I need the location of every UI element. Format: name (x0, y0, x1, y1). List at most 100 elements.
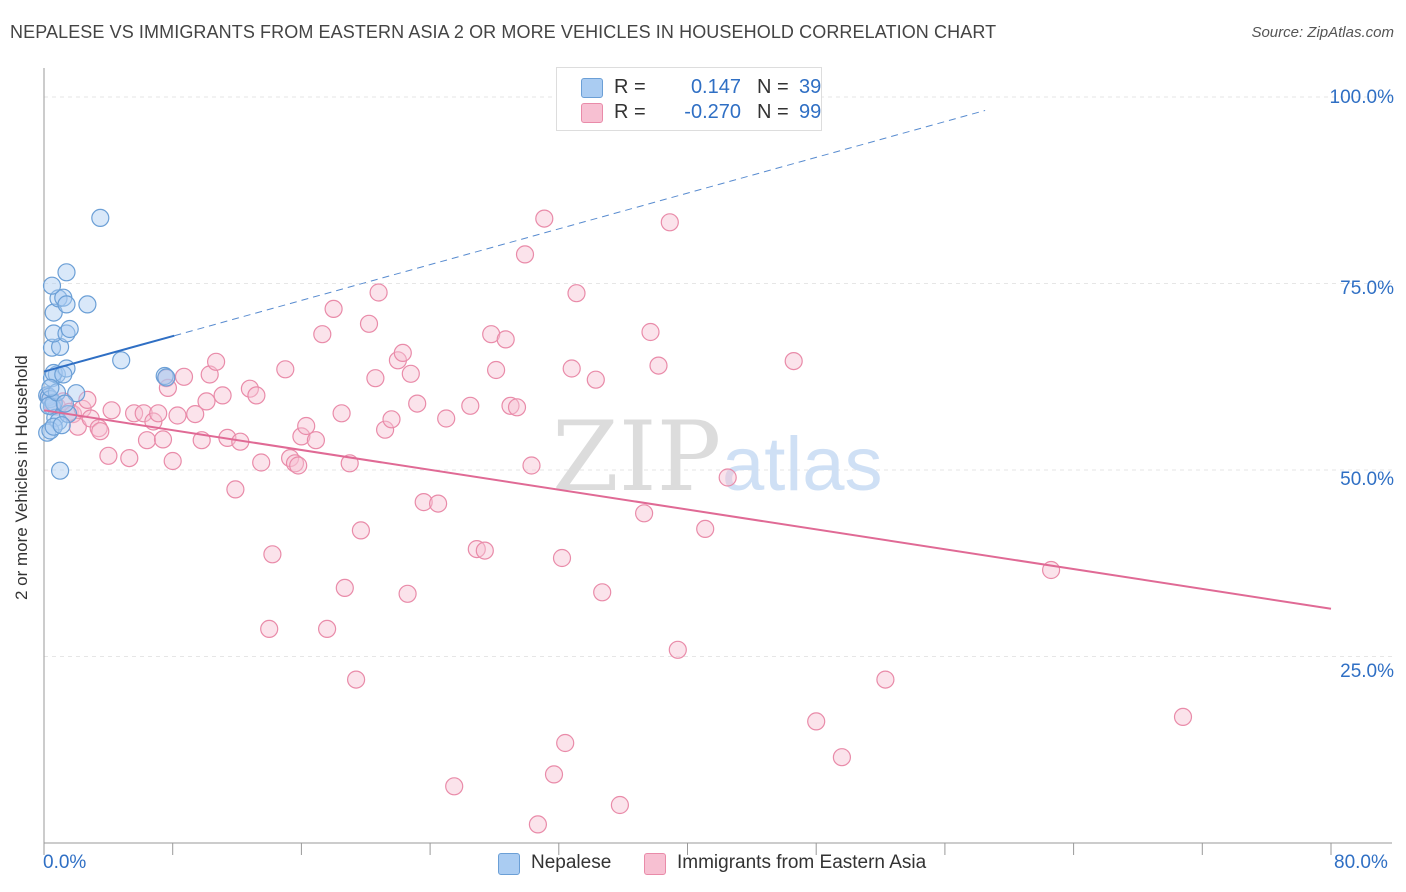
immigrants-point (562, 359, 581, 378)
immigrants-point (832, 748, 852, 767)
immigrants-point (634, 504, 654, 523)
nepalese-point (42, 276, 62, 295)
immigrants-point (461, 396, 480, 415)
immigrants-point (567, 284, 586, 303)
immigrants-point (544, 765, 564, 784)
immigrants-trend-line (43, 409, 1332, 610)
immigrants-point (285, 454, 305, 473)
immigrants-point (507, 398, 527, 417)
immigrants-point (186, 405, 205, 424)
immigrants-point (556, 733, 575, 753)
legend-label-nepalese: Nepalese (531, 852, 612, 873)
immigrants-point (515, 245, 535, 264)
x-tick-label-min: 0.0% (43, 852, 87, 873)
immigrants-point (313, 325, 332, 344)
immigrants-point (163, 451, 182, 471)
immigrants-point (522, 456, 541, 475)
immigrants-point (784, 352, 803, 371)
immigrants-point (1173, 707, 1193, 727)
y-axis-label: 2 or more Vehicles in Household (12, 355, 31, 600)
immigrants-point (487, 360, 506, 380)
immigrants-point (240, 379, 259, 398)
immigrants-point (398, 584, 417, 603)
immigrants-point (641, 322, 660, 342)
immigrants-point (393, 343, 412, 362)
n-label: N = (757, 76, 789, 98)
nepalese-point (41, 378, 60, 397)
r-value: 0.147 (690, 76, 741, 98)
immigrants-point (102, 401, 121, 420)
correlation-legend: R = 0.147 N = 39 R = -0.270 N = 99 (556, 67, 822, 131)
immigrants-point (696, 519, 715, 539)
immigrants-point (649, 356, 668, 375)
chart-source: Source: ZipAtlas.com (1251, 24, 1394, 41)
nepalese-point (57, 263, 76, 282)
immigrants-point (137, 431, 157, 450)
immigrants-point (252, 453, 271, 472)
immigrants-point (289, 456, 308, 475)
immigrants-point (660, 213, 679, 232)
immigrants-point (68, 417, 87, 436)
immigrants-point (586, 370, 605, 389)
immigrants-swatch-icon (581, 103, 603, 123)
immigrants-point (369, 283, 388, 302)
immigrants-point (197, 392, 216, 411)
immigrants-point (668, 640, 687, 659)
n-value: 99 (799, 101, 822, 123)
watermark-atlas: atlas (722, 422, 883, 507)
immigrants-point (226, 480, 245, 499)
immigrants-point (125, 404, 144, 423)
immigrants-point (401, 364, 420, 383)
nepalese-trend-extension (174, 109, 986, 337)
nepalese-point (55, 394, 75, 413)
immigrants-point (213, 386, 232, 405)
nepalese-point (57, 295, 76, 314)
immigrants-point (332, 404, 351, 423)
immigrants-point (382, 410, 401, 429)
immigrants-point (376, 420, 395, 439)
immigrants-point (408, 394, 427, 413)
immigrants-point (414, 493, 433, 512)
immigrants-point (324, 299, 343, 318)
chart-title: NEPALESE VS IMMIGRANTS FROM EASTERN ASIA… (10, 22, 997, 42)
immigrants-legend-icon (644, 853, 666, 875)
immigrants-point (593, 583, 612, 602)
nepalese-point (44, 303, 63, 322)
immigrants-point (552, 548, 572, 568)
immigrants-point (876, 670, 895, 689)
immigrants-point (718, 468, 737, 487)
r-value: -0.270 (684, 101, 741, 123)
legend-label-immigrants-eastern-asia: Immigrants from Eastern Asia (677, 852, 927, 873)
immigrants-point (437, 409, 456, 428)
nepalese-point (60, 319, 79, 339)
nepalese-legend-icon (498, 853, 520, 875)
watermark-zip: ZIP (552, 401, 721, 513)
immigrants-point (260, 619, 279, 639)
x-tick-label-max: 80.0% (1334, 852, 1388, 873)
r-label: R = (614, 101, 646, 123)
nepalese-point (67, 384, 86, 403)
immigrants-point (335, 578, 354, 598)
immigrants-point (168, 406, 187, 425)
immigrants-point (535, 209, 554, 228)
y-tick-label-75: 75.0% (1340, 278, 1394, 299)
nepalese-trend-line (43, 334, 175, 373)
immigrants-point (496, 330, 515, 349)
immigrants-point (475, 541, 494, 560)
immigrants-point (347, 670, 366, 689)
nepalese-point (91, 208, 110, 227)
nepalese-point (78, 295, 97, 314)
y-tick-label-25: 25.0% (1340, 661, 1394, 682)
immigrants-point (445, 777, 464, 796)
nepalese-point (112, 351, 131, 370)
nepalese-point (157, 368, 176, 387)
n-value: 39 (799, 76, 822, 98)
immigrants-point (91, 422, 110, 441)
immigrants-point (99, 446, 118, 465)
immigrants-point (366, 369, 385, 388)
immigrants-point (263, 545, 282, 564)
immigrants-point (247, 386, 266, 405)
immigrants-point (306, 431, 325, 450)
immigrants-point (120, 449, 139, 468)
